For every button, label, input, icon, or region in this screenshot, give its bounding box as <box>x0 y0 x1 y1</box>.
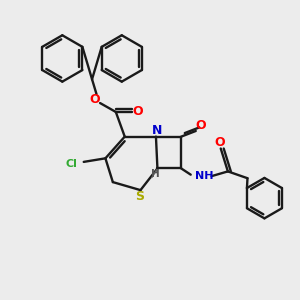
Text: O: O <box>133 105 143 118</box>
Text: S: S <box>135 190 144 203</box>
Text: N: N <box>152 124 163 136</box>
Text: Cl: Cl <box>66 159 78 169</box>
Text: H: H <box>151 169 160 179</box>
Text: O: O <box>214 136 225 149</box>
Text: NH: NH <box>195 171 214 181</box>
Text: O: O <box>90 93 100 106</box>
Text: O: O <box>196 119 206 132</box>
